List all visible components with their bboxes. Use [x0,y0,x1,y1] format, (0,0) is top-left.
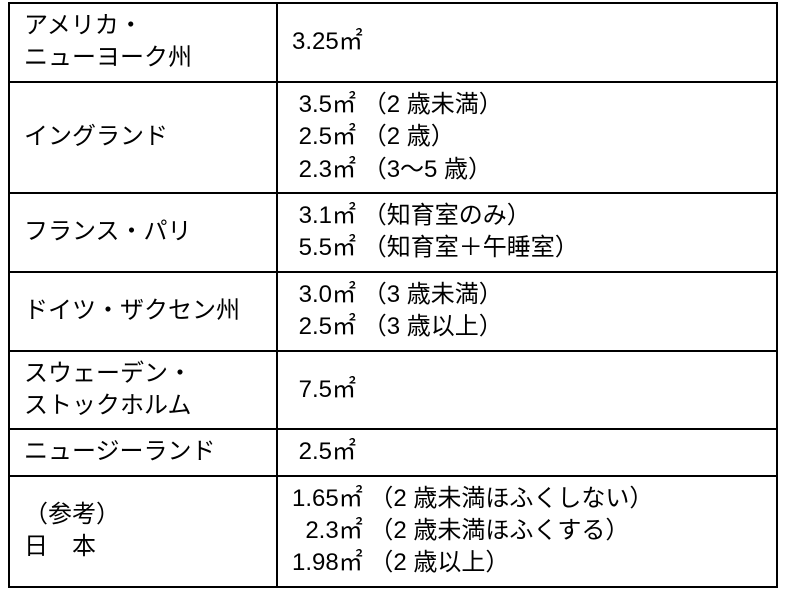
value-text: 2.3㎡ （2 歳未満ほふくする） [292,515,766,547]
value-text: 1.98㎡ （2 歳以上） [292,547,766,579]
region-text: ニュージーランド [24,436,266,468]
value-cell: 7.5㎡ [277,351,777,430]
region-text: ストックホルム [24,390,266,422]
region-cell: スウェーデン・ ストックホルム [9,351,277,430]
region-cell: アメリカ・ ニューヨーク州 [9,3,277,82]
region-cell: フランス・パリ [9,193,277,272]
table-row: フランス・パリ 3.1㎡ （知育室のみ） 5.5㎡ （知育室＋午睡室） [9,193,777,272]
region-cell: ドイツ・ザクセン州 [9,272,277,351]
area-standards-table: アメリカ・ ニューヨーク州 3.25㎡ イングランド 3.5㎡ （2 歳未満） … [8,2,778,588]
value-text: 2.3㎡ （3〜5 歳） [292,154,766,186]
region-text: スウェーデン・ [24,358,266,390]
value-text: 3.5㎡ （2 歳未満） [292,89,766,121]
value-text: 1.65㎡ （2 歳未満ほふくしない） [292,483,766,515]
value-text: 3.0㎡ （3 歳未満） [292,279,766,311]
value-text: 7.5㎡ [292,374,766,406]
region-cell: ニュージーランド [9,429,277,475]
region-text: フランス・パリ [24,216,266,248]
value-cell: 2.5㎡ [277,429,777,475]
region-cell: （参考） 日 本 [9,476,277,587]
value-cell: 3.25㎡ [277,3,777,82]
value-cell: 1.65㎡ （2 歳未満ほふくしない） 2.3㎡ （2 歳未満ほふくする） 1.… [277,476,777,587]
value-text: 2.5㎡ [292,436,766,468]
table-row: イングランド 3.5㎡ （2 歳未満） 2.5㎡ （2 歳） 2.3㎡ （3〜5… [9,82,777,193]
region-text: ニューヨーク州 [24,42,266,74]
region-text: イングランド [24,121,266,153]
region-cell: イングランド [9,82,277,193]
value-text: 3.25㎡ [292,26,766,58]
table-row: アメリカ・ ニューヨーク州 3.25㎡ [9,3,777,82]
value-text: 3.1㎡ （知育室のみ） [292,200,766,232]
region-text: アメリカ・ [24,10,266,42]
table-row: スウェーデン・ ストックホルム 7.5㎡ [9,351,777,430]
region-text: ドイツ・ザクセン州 [24,295,266,327]
value-text: 2.5㎡ （2 歳） [292,121,766,153]
value-cell: 3.0㎡ （3 歳未満） 2.5㎡ （3 歳以上） [277,272,777,351]
value-cell: 3.5㎡ （2 歳未満） 2.5㎡ （2 歳） 2.3㎡ （3〜5 歳） [277,82,777,193]
value-cell: 3.1㎡ （知育室のみ） 5.5㎡ （知育室＋午睡室） [277,193,777,272]
value-text: 5.5㎡ （知育室＋午睡室） [292,232,766,264]
value-text: 2.5㎡ （3 歳以上） [292,311,766,343]
region-text: （参考） [24,499,266,531]
table-row: （参考） 日 本 1.65㎡ （2 歳未満ほふくしない） 2.3㎡ （2 歳未満… [9,476,777,587]
region-text: 日 本 [24,531,266,563]
table-row: ドイツ・ザクセン州 3.0㎡ （3 歳未満） 2.5㎡ （3 歳以上） [9,272,777,351]
table-row: ニュージーランド 2.5㎡ [9,429,777,475]
